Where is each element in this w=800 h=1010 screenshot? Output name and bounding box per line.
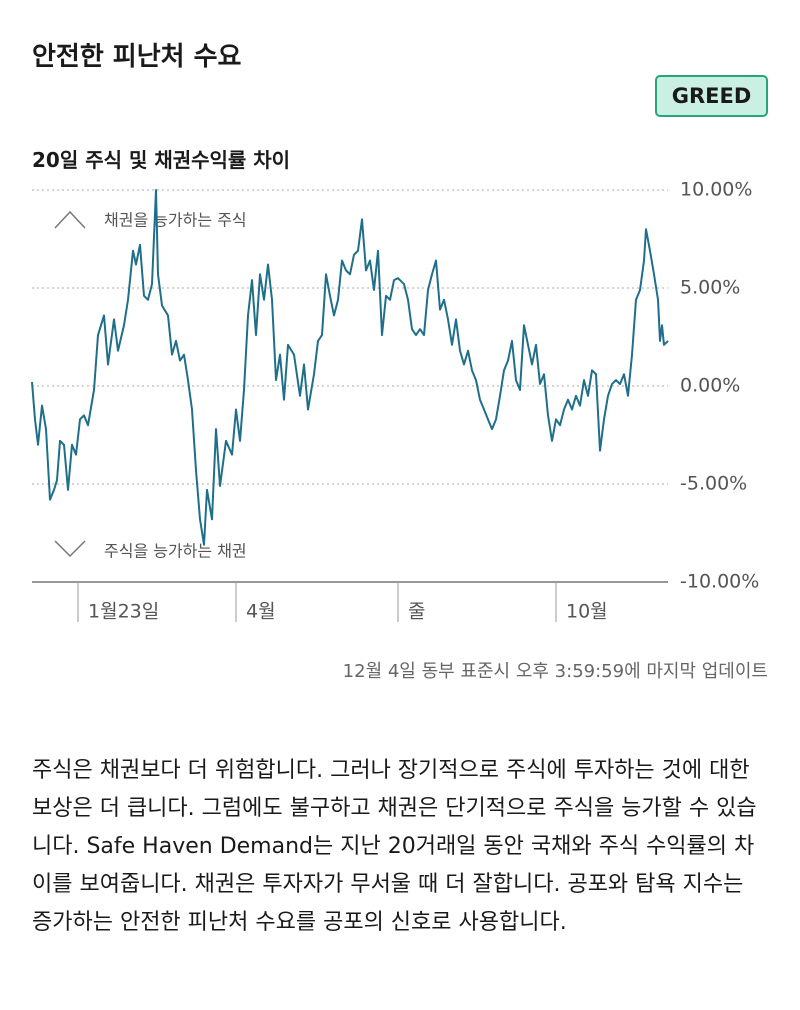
y-tick-label: -5.00%: [680, 473, 747, 495]
chart: 채권을 능가하는 주식 주식을 능가하는 채권 10.00% 5.00% 0.00%…: [31, 179, 759, 623]
x-tick-label: 1월23일: [88, 601, 159, 623]
x-tick-label: 줄: [408, 601, 425, 623]
x-tick-label: 10월: [566, 601, 608, 623]
y-tick-label: 10.00%: [680, 179, 752, 201]
page-title: 안전한 피난처 수요: [32, 42, 242, 72]
annotation: 채권을 능가하는 주식: [104, 211, 247, 230]
annotation: 주식을 능가하는 채권: [104, 542, 247, 561]
update-time: 12월 4일 동부 표준시 오후 3:59:59에 마지막 업데이트: [342, 661, 768, 682]
y-tick-label: 5.00%: [680, 277, 740, 299]
data-line: [31, 189, 669, 546]
chart-title: 20일 주식 및 채권수익률 차이: [32, 148, 291, 172]
description: 주식은 채권보다 더 위험합니다. 그러나 장기적으로 주식에 투자하는 것에 …: [32, 758, 757, 935]
sentiment-badge: GREED: [655, 75, 768, 117]
y-tick-label: -10.00%: [680, 571, 759, 593]
down-chevron: [54, 540, 86, 558]
up-chevron: [54, 210, 86, 229]
x-tick-label: 4월: [246, 601, 276, 623]
y-tick-label: 0.00%: [680, 375, 740, 397]
